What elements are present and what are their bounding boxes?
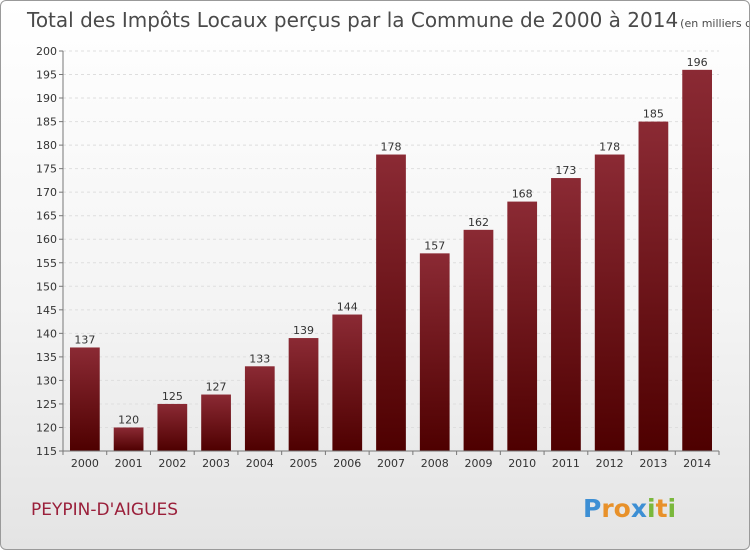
x-tick-label: 2011 — [552, 457, 580, 470]
data-label-2005: 139 — [293, 324, 314, 337]
x-tick-label: 2013 — [639, 457, 667, 470]
bar-2003 — [201, 394, 231, 451]
data-label-2004: 133 — [249, 352, 270, 365]
bar-2005 — [288, 338, 319, 451]
bar-2006 — [332, 314, 363, 451]
y-tick-label: 165 — [36, 210, 57, 223]
x-axis: 2000 2001 2002 2003 2004 2005 2006 2007 2008 2009… — [62, 450, 720, 470]
logo-letter: i — [647, 494, 656, 523]
bar-2004 — [244, 366, 275, 451]
y-tick-label: 195 — [36, 69, 57, 82]
x-tick-label: 2007 — [377, 457, 405, 470]
y-axis: 115 120 125 130 135 140 145 150 155 160 165 170 175 1… — [36, 45, 64, 458]
bar-2012 — [594, 154, 625, 451]
data-label-2013: 185 — [643, 108, 664, 121]
y-tick-label: 170 — [36, 186, 57, 199]
y-tick-label: 175 — [36, 163, 57, 176]
logo-letter: o — [614, 494, 631, 523]
y-tick-label: 140 — [36, 327, 57, 340]
chart-title: Total des Impôts Locaux perçus par la Co… — [26, 8, 750, 32]
x-tick-label: 2000 — [71, 457, 99, 470]
y-tick-label: 115 — [36, 445, 57, 458]
logo-letter: i — [668, 494, 677, 523]
x-tick-label: 2014 — [683, 457, 711, 470]
data-label-2014: 196 — [687, 56, 708, 69]
x-tick-label: 2002 — [158, 457, 186, 470]
bar-2000 — [69, 347, 100, 451]
y-tick-label: 125 — [36, 398, 57, 411]
data-label-2008: 157 — [424, 239, 445, 252]
y-tick-label: 160 — [36, 233, 57, 246]
bar-2008 — [419, 253, 450, 451]
bar-2009 — [463, 229, 494, 451]
logo-letter: r — [601, 494, 614, 523]
data-label-2003: 127 — [206, 381, 227, 394]
bar-2011 — [551, 178, 581, 451]
y-tick-label: 185 — [36, 116, 57, 129]
x-tick-label: 2003 — [202, 457, 230, 470]
x-tick-label: 2008 — [421, 457, 449, 470]
data-label-2006: 144 — [337, 301, 358, 314]
bar-2010 — [507, 201, 538, 451]
bars: 137 120 125 127 133 139 144 178 157 162 168 173 178 1… — [69, 56, 713, 452]
data-label-2002: 125 — [162, 390, 183, 403]
x-tick-label: 2006 — [333, 457, 361, 470]
y-tick-label: 150 — [36, 280, 57, 293]
y-tick-label: 180 — [36, 139, 57, 152]
commune-name: PEYPIN-D'AIGUES — [31, 500, 178, 520]
y-tick-label: 190 — [36, 92, 57, 105]
data-label-2010: 168 — [512, 188, 533, 201]
x-tick-label: 2001 — [115, 457, 143, 470]
y-tick-label: 130 — [36, 374, 57, 387]
data-label-2012: 178 — [599, 141, 620, 154]
y-tick-label: 155 — [36, 257, 57, 270]
data-label-2011: 173 — [555, 164, 576, 177]
proxiti-logo: Proxiti — [583, 494, 676, 523]
bar-2014 — [682, 69, 713, 451]
data-label-2001: 120 — [118, 413, 139, 426]
y-tick-label: 145 — [36, 304, 57, 317]
y-tick-label: 135 — [36, 351, 57, 364]
bar-2001 — [113, 427, 144, 451]
bar-2013 — [638, 121, 669, 452]
data-label-2009: 162 — [468, 216, 489, 229]
logo-letter: P — [583, 494, 601, 523]
data-label-2000: 137 — [74, 333, 95, 346]
x-tick-label: 2005 — [290, 457, 318, 470]
logo-letter: t — [656, 494, 668, 523]
y-tick-label: 200 — [36, 45, 57, 58]
bar-2002 — [157, 403, 188, 451]
logo-letter: x — [631, 494, 647, 523]
data-label-2007: 178 — [381, 141, 402, 154]
y-tick-label: 120 — [36, 421, 57, 434]
x-tick-label: 2009 — [464, 457, 492, 470]
bar-2007 — [376, 154, 406, 451]
x-tick-label: 2010 — [508, 457, 536, 470]
x-tick-label: 2012 — [596, 457, 624, 470]
x-tick-label: 2004 — [246, 457, 274, 470]
